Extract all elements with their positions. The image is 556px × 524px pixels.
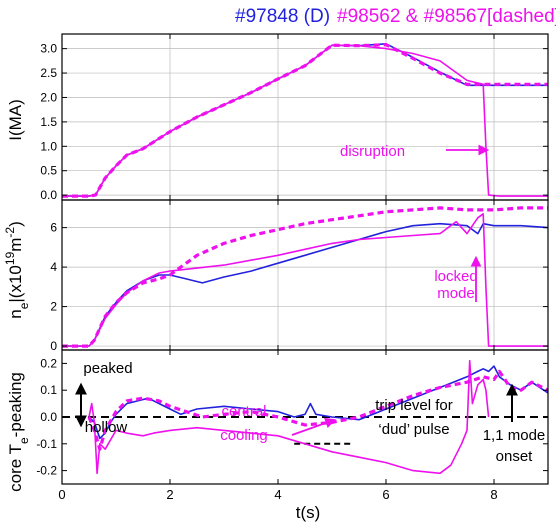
ylabel-n: n xyxy=(6,309,25,318)
x-tick-label: 6 xyxy=(382,487,389,502)
y-tick-label: 2.5 xyxy=(40,66,57,80)
y-tick-label: 0 xyxy=(50,339,57,353)
annotation-peaked: peaked xyxy=(83,360,132,377)
annotation-disruption-text: disruption xyxy=(340,143,405,160)
series-line-magenta-dashed xyxy=(87,369,548,451)
y-axis-labels: I(MA) ne|(x1019m-2) core Te-peaking xyxy=(3,99,31,492)
panel-te-peaking: 0.2 0.1 0.0 -0.1 -0.20 2 4 6 8 xyxy=(36,349,549,502)
y-axis-label-density: ne|(x1019m-2) xyxy=(3,221,31,319)
annotation-mode-onset-2: onset xyxy=(496,448,534,465)
ylabel3-b: -peaking xyxy=(6,372,25,437)
annotation-locked-text: locked xyxy=(434,268,477,285)
ylabel-sup1: 19 xyxy=(3,251,17,265)
annotations-te-panel: peaked hollow central cooling trip level… xyxy=(83,360,545,465)
y-tick-label: 6 xyxy=(50,221,57,235)
arrow-central-cooling xyxy=(291,417,337,436)
y-tick-label: 1.5 xyxy=(40,115,57,129)
y-tick-label: -0.2 xyxy=(36,464,57,478)
annotation-central: central xyxy=(221,403,266,420)
title-shots-magenta: #98562 & #98567[dashed] (T) xyxy=(337,6,556,27)
y-tick-label: 1.0 xyxy=(40,139,57,153)
title-shot-blue: #97848 (D) xyxy=(235,6,330,27)
series-line-magenta-dashed xyxy=(62,206,548,348)
annotation-hollow: hollow xyxy=(85,419,128,436)
ylabel-n-sub: e xyxy=(17,302,31,309)
ylabel3-a: core T xyxy=(6,444,25,492)
y-axis-label-current: I(MA) xyxy=(6,99,25,141)
panel-density: 0 2 4 6 xyxy=(50,199,549,353)
y-tick-label: 0.5 xyxy=(40,164,57,178)
x-tick-label: 0 xyxy=(58,487,65,502)
ylabel3-sub: e xyxy=(17,437,31,444)
ylabel-sup2: -2 xyxy=(3,227,17,238)
y-tick-label: 0.2 xyxy=(40,356,57,370)
annotation-mode-text: mode xyxy=(437,285,475,302)
y-axis-label-te-peaking: core Te-peaking xyxy=(6,372,31,492)
chart-title: #97848 (D) #98562 & #98567[dashed] (T) xyxy=(235,6,556,27)
series-line-magenta-dashed xyxy=(62,43,548,198)
y-tick-label: -0.1 xyxy=(36,437,57,451)
y-tick-label: 0.0 xyxy=(40,188,57,202)
ylabel-end: ) xyxy=(6,221,25,227)
ylabel-m: m xyxy=(6,238,25,252)
y-tick-label: 0.0 xyxy=(40,410,57,424)
annotation-locked-mode: locked mode xyxy=(434,268,477,302)
plot-frame xyxy=(61,33,549,201)
annotation-disruption: disruption xyxy=(340,143,405,160)
panel-current: 0.0 0.5 1.0 1.5 2.0 2.5 3.0 xyxy=(40,33,549,202)
x-axis-label: t(s) xyxy=(296,503,321,522)
x-tick-label: 2 xyxy=(166,487,173,502)
series-line-blue-solid xyxy=(88,365,548,440)
x-tick-label: 4 xyxy=(274,487,281,502)
annotation-trip-level: trip level for xyxy=(375,397,453,414)
annotation-dud-pulse: ‘dud’ pulse xyxy=(378,421,449,438)
ylabel-mid: |(x10 xyxy=(6,265,25,303)
y-tick-label: 2.0 xyxy=(40,90,57,104)
annotation-mode-onset-1: 1,1 mode xyxy=(483,427,546,444)
y-tick-label: 3.0 xyxy=(40,42,57,56)
annotation-arrows xyxy=(75,144,518,436)
y-tick-label: 2 xyxy=(50,300,57,314)
y-tick-label: 0.1 xyxy=(40,383,57,397)
series-line-magenta-solid xyxy=(62,44,548,197)
x-tick-label: 8 xyxy=(490,487,497,502)
y-tick-label: 4 xyxy=(50,260,57,274)
series-line-magenta-solid xyxy=(88,359,490,475)
annotation-cooling: cooling xyxy=(220,427,268,444)
